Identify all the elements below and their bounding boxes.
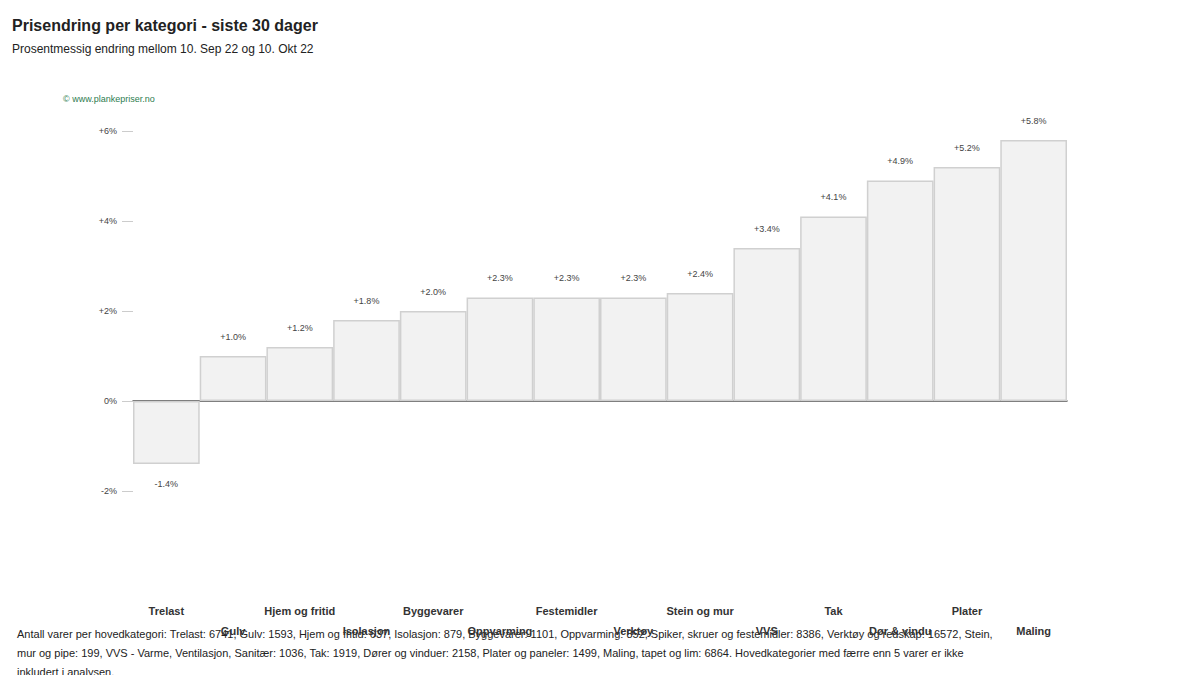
svg-text:Prisendring per kategori - sis: Prisendring per kategori - siste 30 dage… [12,17,318,34]
svg-text:+1.0%: +1.0% [220,332,246,342]
svg-text:+2.3%: +2.3% [554,273,580,283]
svg-text:Tak: Tak [824,605,843,617]
svg-text:© www.plankepriser.no: © www.plankepriser.no [63,94,155,104]
svg-text:Prosentmessig endring mellom 1: Prosentmessig endring mellom 10. Sep 22 … [12,42,314,56]
svg-text:-1.4%: -1.4% [155,479,179,489]
svg-text:+1.8%: +1.8% [354,296,380,306]
svg-text:+4%: +4% [99,216,117,226]
svg-text:+2.3%: +2.3% [620,273,646,283]
svg-text:+2%: +2% [99,306,117,316]
svg-text:+4.9%: +4.9% [887,156,913,166]
svg-text:Plater: Plater [952,605,983,617]
svg-text:+1.2%: +1.2% [287,323,313,333]
svg-text:Oppvarming: Oppvarming [468,625,533,637]
svg-text:+2.4%: +2.4% [687,269,713,279]
svg-text:0%: 0% [104,396,117,406]
svg-text:+6%: +6% [99,126,117,136]
svg-text:Isolasjon: Isolasjon [343,625,391,637]
svg-text:+5.8%: +5.8% [1021,116,1047,126]
svg-text:Byggevarer: Byggevarer [403,605,464,617]
svg-text:Dør & vindu: Dør & vindu [869,625,931,637]
svg-text:+2.0%: +2.0% [420,287,446,297]
svg-text:+3.4%: +3.4% [754,224,780,234]
svg-text:mur og pipe: 199, VVS - Varme,: mur og pipe: 199, VVS - Varme, Ventilasj… [17,647,967,659]
svg-text:-2%: -2% [101,486,117,496]
svg-text:+5.2%: +5.2% [954,143,980,153]
svg-text:Festemidler: Festemidler [536,605,598,617]
svg-text:Verktøy: Verktøy [613,625,654,637]
svg-text:Gulv: Gulv [221,625,246,637]
svg-text:inkludert i analysen.: inkludert i analysen. [17,666,114,675]
svg-text:+4.1%: +4.1% [821,192,847,202]
svg-text:Antall varer per hovedkategori: Antall varer per hovedkategori: Trelast:… [17,627,996,640]
svg-text:Stein og mur: Stein og mur [666,605,734,617]
svg-text:+2.3%: +2.3% [487,273,513,283]
svg-text:Maling: Maling [1016,625,1051,637]
svg-text:VVS: VVS [756,625,778,637]
svg-text:Hjem og fritid: Hjem og fritid [264,605,335,617]
svg-text:Trelast: Trelast [149,605,185,617]
